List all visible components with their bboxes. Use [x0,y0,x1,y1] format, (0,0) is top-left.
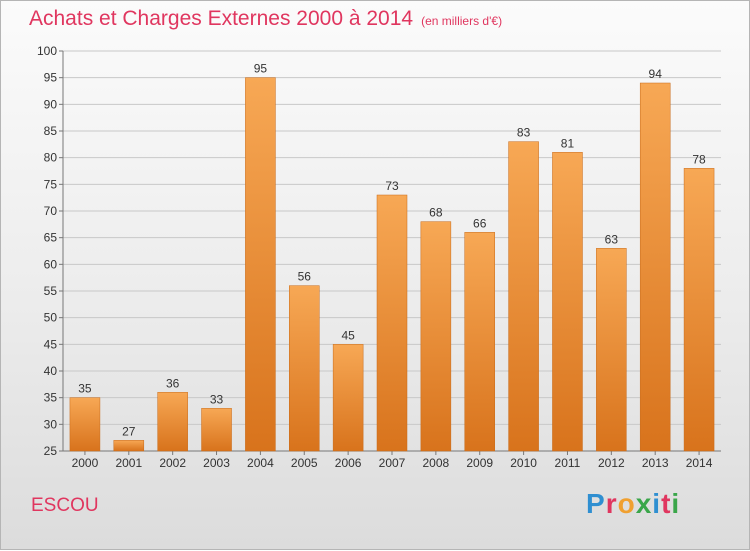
value-label-2009: 66 [473,216,487,230]
x-tick-label-2002: 2002 [159,456,186,470]
bar-2010 [508,141,539,452]
bar-2004 [245,77,276,452]
x-tick-label-2009: 2009 [466,456,493,470]
value-label-2012: 63 [605,232,619,246]
y-tick-label: 90 [44,97,58,111]
y-tick-label: 40 [44,364,58,378]
bar-2003 [201,408,232,452]
proxiti-logo: Proxiti [586,488,680,520]
y-tick-label: 30 [44,417,58,431]
y-tick-label: 45 [44,337,58,351]
value-label-2013: 94 [649,67,663,81]
labels: 25 30 35 40 45 50 55 60 65 70 75 80 85 90 95 100 35 2000 2… [37,44,713,470]
x-tick-label-2013: 2013 [642,456,669,470]
value-label-2000: 35 [78,382,92,396]
bar-2011 [552,152,583,452]
bars [69,77,715,452]
y-tick-label: 95 [44,71,58,85]
x-tick-label-2008: 2008 [423,456,450,470]
value-label-2007: 73 [385,179,399,193]
value-label-2001: 27 [122,424,136,438]
y-tick-label: 85 [44,124,58,138]
value-label-2004: 95 [254,62,268,76]
value-label-2008: 68 [429,206,443,220]
logo-letter: x [635,488,653,519]
x-tick-label-2012: 2012 [598,456,625,470]
y-tick-label: 80 [44,151,58,165]
bar-2005 [289,285,320,452]
value-label-2003: 33 [210,392,224,406]
x-tick-label-2007: 2007 [379,456,406,470]
bar-2008 [420,221,452,452]
logo-letter: i [671,488,681,519]
bar-2001 [113,440,145,452]
y-tick-label: 65 [44,231,58,245]
logo-letter: P [586,488,606,519]
value-label-2005: 56 [298,270,312,284]
bar-2000 [69,397,101,452]
y-tick-label: 50 [44,311,58,325]
bar-2007 [376,194,408,452]
bar-2013 [639,82,671,452]
y-tick-label: 25 [44,444,58,458]
logo-letter: r [605,488,618,519]
value-label-2002: 36 [166,376,180,390]
logo-letter: t [661,488,672,519]
bar-2002 [157,392,188,452]
bar-2009 [464,232,495,452]
x-tick-label-2011: 2011 [555,456,581,470]
value-label-2014: 78 [692,152,706,166]
y-tick-label: 75 [44,177,58,191]
chart-unit-label: (en milliers d'€) [421,14,503,28]
chart-title: Achats et Charges Externes 2000 à 2014 (e… [29,7,502,31]
y-tick-label: 100 [37,44,57,58]
value-label-2011: 81 [561,136,575,150]
x-tick-label-2001: 2001 [115,456,142,470]
x-tick-label-2014: 2014 [686,456,713,470]
value-label-2010: 83 [517,126,531,140]
bar-2012 [596,248,627,452]
y-tick-label: 70 [44,204,58,218]
bar-2014 [683,168,715,452]
x-tick-label-2000: 2000 [72,456,99,470]
x-tick-label-2004: 2004 [247,456,274,470]
y-tick-label: 55 [44,284,58,298]
value-label-2006: 45 [341,328,355,342]
x-tick-label-2003: 2003 [203,456,230,470]
logo-letter: o [617,488,636,519]
x-tick-label-2010: 2010 [510,456,537,470]
y-tick-label: 35 [44,391,58,405]
x-tick-label-2006: 2006 [335,456,362,470]
logo-letter: i [652,488,662,519]
y-tick-label: 60 [44,257,58,271]
location-name: ESCOU [31,495,99,516]
chart-title-text: Achats et Charges Externes 2000 à 2014 [29,7,414,30]
bar-2006 [332,344,364,452]
x-tick-label-2005: 2005 [291,456,318,470]
